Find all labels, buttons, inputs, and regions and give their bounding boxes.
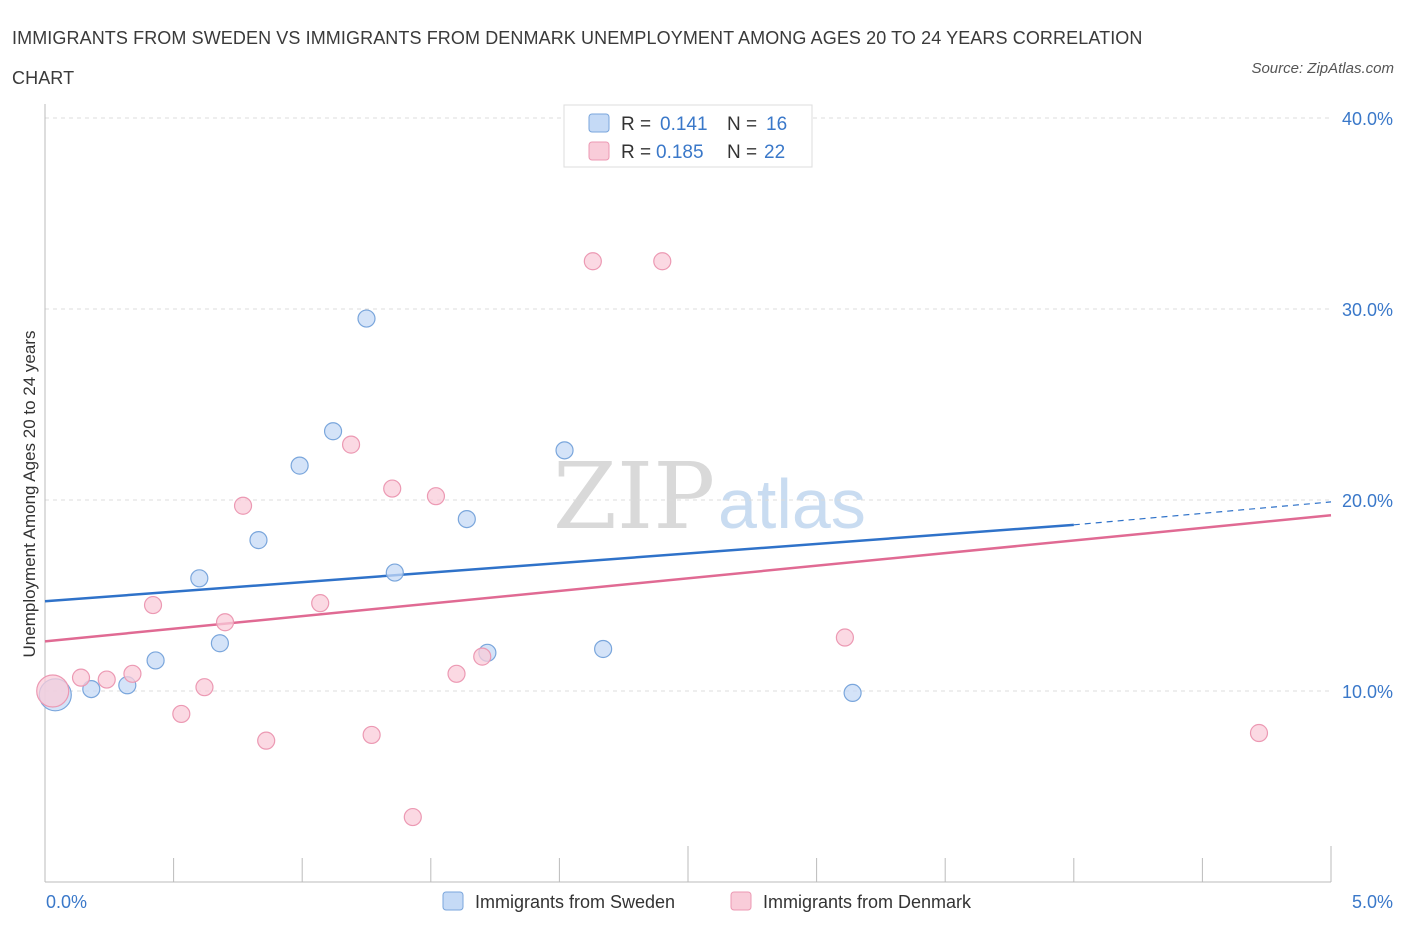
tick-labels: 10.0% 20.0% 30.0% 40.0% 0.0% 5.0% [46, 109, 1393, 912]
legend-n-label-sweden: N = [727, 114, 757, 135]
point-denmark [835, 628, 854, 647]
point-sweden [357, 309, 376, 328]
legend-n-value-denmark: 22 [764, 142, 785, 163]
legend-bottom-swatch-denmark [730, 891, 752, 911]
point-denmark [653, 252, 672, 271]
legend-swatch-denmark [588, 141, 610, 161]
source-label: Source: ZipAtlas.com [1251, 60, 1394, 77]
trend-lines [44, 501, 1332, 643]
point-sweden [457, 509, 476, 529]
point-sweden [249, 531, 268, 550]
point-sweden [843, 683, 862, 703]
axes [44, 104, 1332, 883]
point-denmark [36, 674, 70, 708]
point-denmark [172, 704, 191, 724]
point-denmark [447, 664, 466, 683]
point-denmark [257, 731, 276, 750]
point-sweden [385, 563, 404, 582]
point-denmark [233, 496, 253, 515]
y-tick-label: 30.0% [1342, 300, 1393, 320]
legend-top: R = 0.141 N = 16 R = 0.185 N = 22 [563, 104, 813, 168]
legend-r-value-sweden: 0.141 [660, 114, 708, 135]
point-sweden [82, 679, 101, 699]
point-denmark [383, 479, 402, 498]
legend-r-label-sweden: R = [621, 114, 651, 135]
watermark-zip: ZIP [553, 443, 715, 550]
x-tick-label: 0.0% [46, 892, 87, 912]
gridlines [45, 117, 1331, 692]
y-tick-label: 40.0% [1342, 109, 1393, 129]
y-tick-label: 20.0% [1342, 491, 1393, 511]
point-sweden [210, 634, 229, 653]
point-sweden [323, 422, 343, 441]
point-denmark [362, 725, 381, 745]
point-sweden [594, 639, 613, 659]
point-denmark [143, 595, 163, 615]
point-sweden [290, 456, 309, 475]
y-axis-label: Unemployment Among Ages 20 to 24 years [20, 331, 39, 658]
legend-bottom-label-sweden: Immigrants from Sweden [475, 892, 675, 912]
trend-line-denmark [44, 514, 1332, 643]
point-denmark [426, 487, 446, 506]
legend-bottom-label-denmark: Immigrants from Denmark [763, 892, 972, 912]
point-sweden [555, 441, 574, 460]
trend-line-sweden [44, 523, 1074, 603]
watermark: ZIP atlas [553, 443, 866, 550]
point-denmark [403, 807, 422, 827]
y-tick-label: 10.0% [1342, 682, 1393, 702]
watermark-atlas: atlas [718, 465, 866, 543]
point-denmark [341, 435, 361, 454]
legend-bottom: Immigrants from Sweden Immigrants from D… [442, 891, 972, 912]
legend-swatch-sweden [588, 113, 610, 133]
point-denmark [123, 664, 142, 683]
point-denmark [583, 252, 602, 271]
trend-line-sweden-extrapolated [1073, 501, 1332, 526]
point-denmark [215, 613, 235, 632]
point-denmark [71, 668, 91, 687]
legend-r-value-denmark: 0.185 [656, 142, 704, 163]
legend-n-label-denmark: N = [727, 142, 757, 163]
x-tick-label: 5.0% [1352, 892, 1393, 912]
point-denmark [1249, 723, 1269, 743]
point-denmark [311, 594, 330, 613]
point-denmark [195, 678, 214, 697]
point-sweden [146, 651, 165, 670]
legend-r-label-denmark: R = [621, 142, 651, 163]
data-points [36, 252, 1269, 827]
legend-n-value-sweden: 16 [766, 114, 787, 135]
legend-bottom-swatch-sweden [442, 891, 464, 911]
chart-title: IMMIGRANTS FROM SWEDEN VS IMMIGRANTS FRO… [12, 28, 1143, 88]
point-sweden [190, 569, 209, 588]
point-denmark [473, 647, 492, 666]
point-denmark [97, 670, 116, 689]
